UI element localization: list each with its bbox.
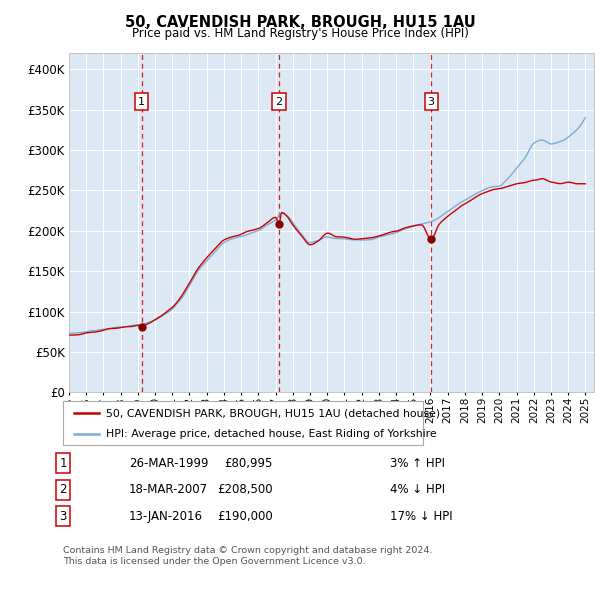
Text: 1: 1 bbox=[139, 97, 145, 107]
Text: 18-MAR-2007: 18-MAR-2007 bbox=[129, 483, 208, 496]
Text: 17% ↓ HPI: 17% ↓ HPI bbox=[390, 510, 452, 523]
Text: 4% ↓ HPI: 4% ↓ HPI bbox=[390, 483, 445, 496]
Text: 26-MAR-1999: 26-MAR-1999 bbox=[129, 457, 209, 470]
Text: 13-JAN-2016: 13-JAN-2016 bbox=[129, 510, 203, 523]
Text: 50, CAVENDISH PARK, BROUGH, HU15 1AU (detached house): 50, CAVENDISH PARK, BROUGH, HU15 1AU (de… bbox=[106, 408, 440, 418]
Text: Price paid vs. HM Land Registry's House Price Index (HPI): Price paid vs. HM Land Registry's House … bbox=[131, 27, 469, 40]
Text: HPI: Average price, detached house, East Riding of Yorkshire: HPI: Average price, detached house, East… bbox=[106, 428, 437, 438]
Text: 2: 2 bbox=[59, 483, 67, 496]
Text: 3: 3 bbox=[59, 510, 67, 523]
Text: £208,500: £208,500 bbox=[217, 483, 273, 496]
Text: £190,000: £190,000 bbox=[217, 510, 273, 523]
Text: 2: 2 bbox=[275, 97, 283, 107]
Text: £80,995: £80,995 bbox=[224, 457, 273, 470]
Text: 1: 1 bbox=[59, 457, 67, 470]
Text: This data is licensed under the Open Government Licence v3.0.: This data is licensed under the Open Gov… bbox=[63, 558, 365, 566]
Text: 50, CAVENDISH PARK, BROUGH, HU15 1AU: 50, CAVENDISH PARK, BROUGH, HU15 1AU bbox=[125, 15, 475, 30]
Text: 3% ↑ HPI: 3% ↑ HPI bbox=[390, 457, 445, 470]
Text: 3: 3 bbox=[428, 97, 434, 107]
Text: Contains HM Land Registry data © Crown copyright and database right 2024.: Contains HM Land Registry data © Crown c… bbox=[63, 546, 433, 555]
